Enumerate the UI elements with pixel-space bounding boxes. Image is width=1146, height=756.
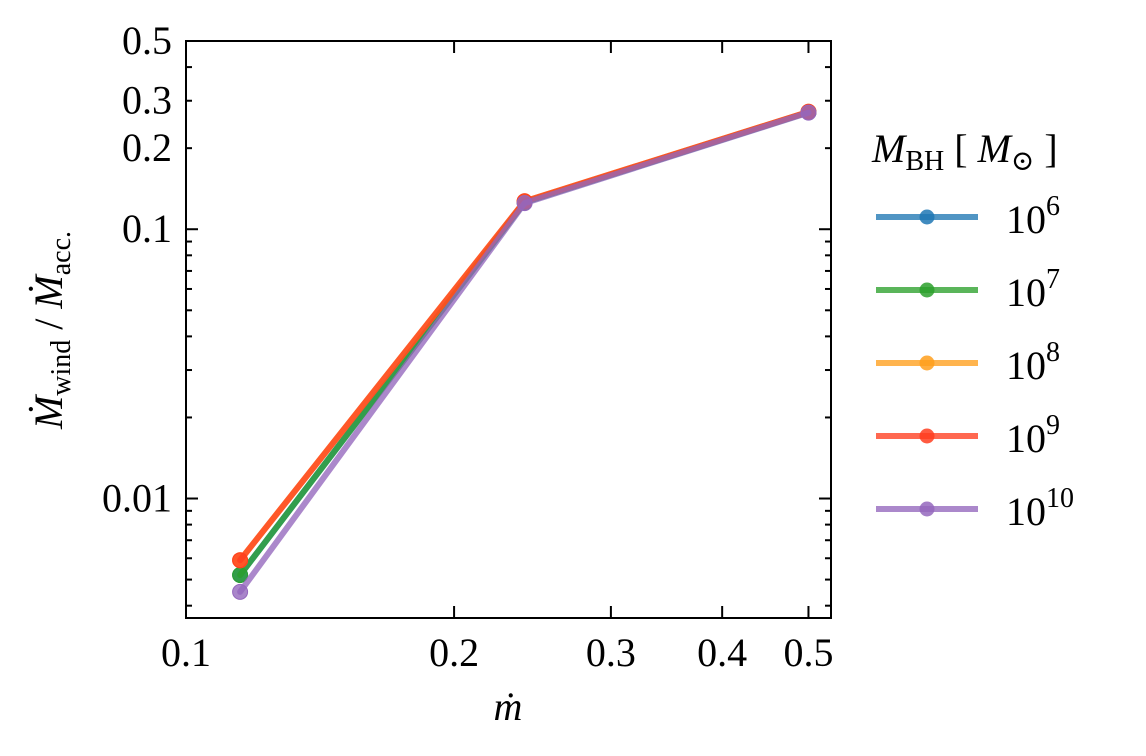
series-line-2 — [237, 108, 812, 564]
x-tick-label-3: 0.4 — [697, 630, 747, 675]
legend: MBH[M⊙] 106 107 108 109 1010 — [871, 126, 1074, 534]
x-tick-labels: 0.1 0.2 0.3 0.4 0.5 — [161, 630, 833, 675]
legend-marker-0 — [919, 209, 935, 225]
data-point-4-0 — [232, 583, 249, 600]
plot-frame — [185, 40, 832, 619]
y-tick-label-3: 0.3 — [122, 78, 172, 123]
y-tick-labels: 0.01 0.1 0.20.3 0.5 — [102, 18, 172, 521]
legend-label-3: 109 — [1006, 410, 1060, 461]
x-tick-label-2: 0.3 — [586, 630, 636, 675]
axis-ticks — [185, 40, 831, 618]
series-line-3 — [237, 108, 812, 564]
data-point-4-2 — [800, 104, 817, 121]
x-axis-label: ṁ — [494, 684, 523, 729]
y-tick-label-4: 0.5 — [122, 18, 172, 63]
legend-marker-4 — [919, 501, 935, 517]
legend-entry-0: 106 — [876, 191, 1060, 242]
legend-label-2: 108 — [1006, 337, 1060, 388]
data-point-4-1 — [516, 195, 533, 212]
legend-entry-1: 107 — [876, 264, 1060, 315]
legend-entries: 106 107 108 109 1010 — [876, 191, 1074, 534]
x-tick-label-4: 0.5 — [783, 630, 833, 675]
y-tick-label-1: 0.1 — [122, 206, 172, 251]
legend-entry-4: 1010 — [876, 483, 1074, 534]
series-line-1 — [237, 109, 812, 578]
legend-marker-3 — [919, 428, 935, 444]
legend-label-1: 107 — [1006, 264, 1060, 315]
series-layer — [232, 103, 817, 600]
x-tick-label-1: 0.2 — [429, 630, 479, 675]
y-axis-label: Ṁwind / Ṁacc. — [26, 231, 77, 430]
legend-entry-3: 109 — [876, 410, 1060, 461]
legend-marker-1 — [919, 282, 935, 298]
series-line-4 — [237, 109, 812, 595]
legend-label-4: 1010 — [1006, 483, 1074, 534]
legend-marker-2 — [919, 355, 935, 371]
data-point-3-0 — [232, 552, 249, 569]
legend-entry-2: 108 — [876, 337, 1060, 388]
x-tick-label-0: 0.1 — [161, 630, 211, 675]
series-line-0 — [237, 109, 812, 578]
y-tick-label-0: 0.01 — [102, 476, 172, 521]
legend-title: MBH[M⊙] — [871, 126, 1058, 177]
y-tick-label-2: 0.2 — [122, 125, 172, 170]
legend-label-0: 106 — [1006, 191, 1060, 242]
